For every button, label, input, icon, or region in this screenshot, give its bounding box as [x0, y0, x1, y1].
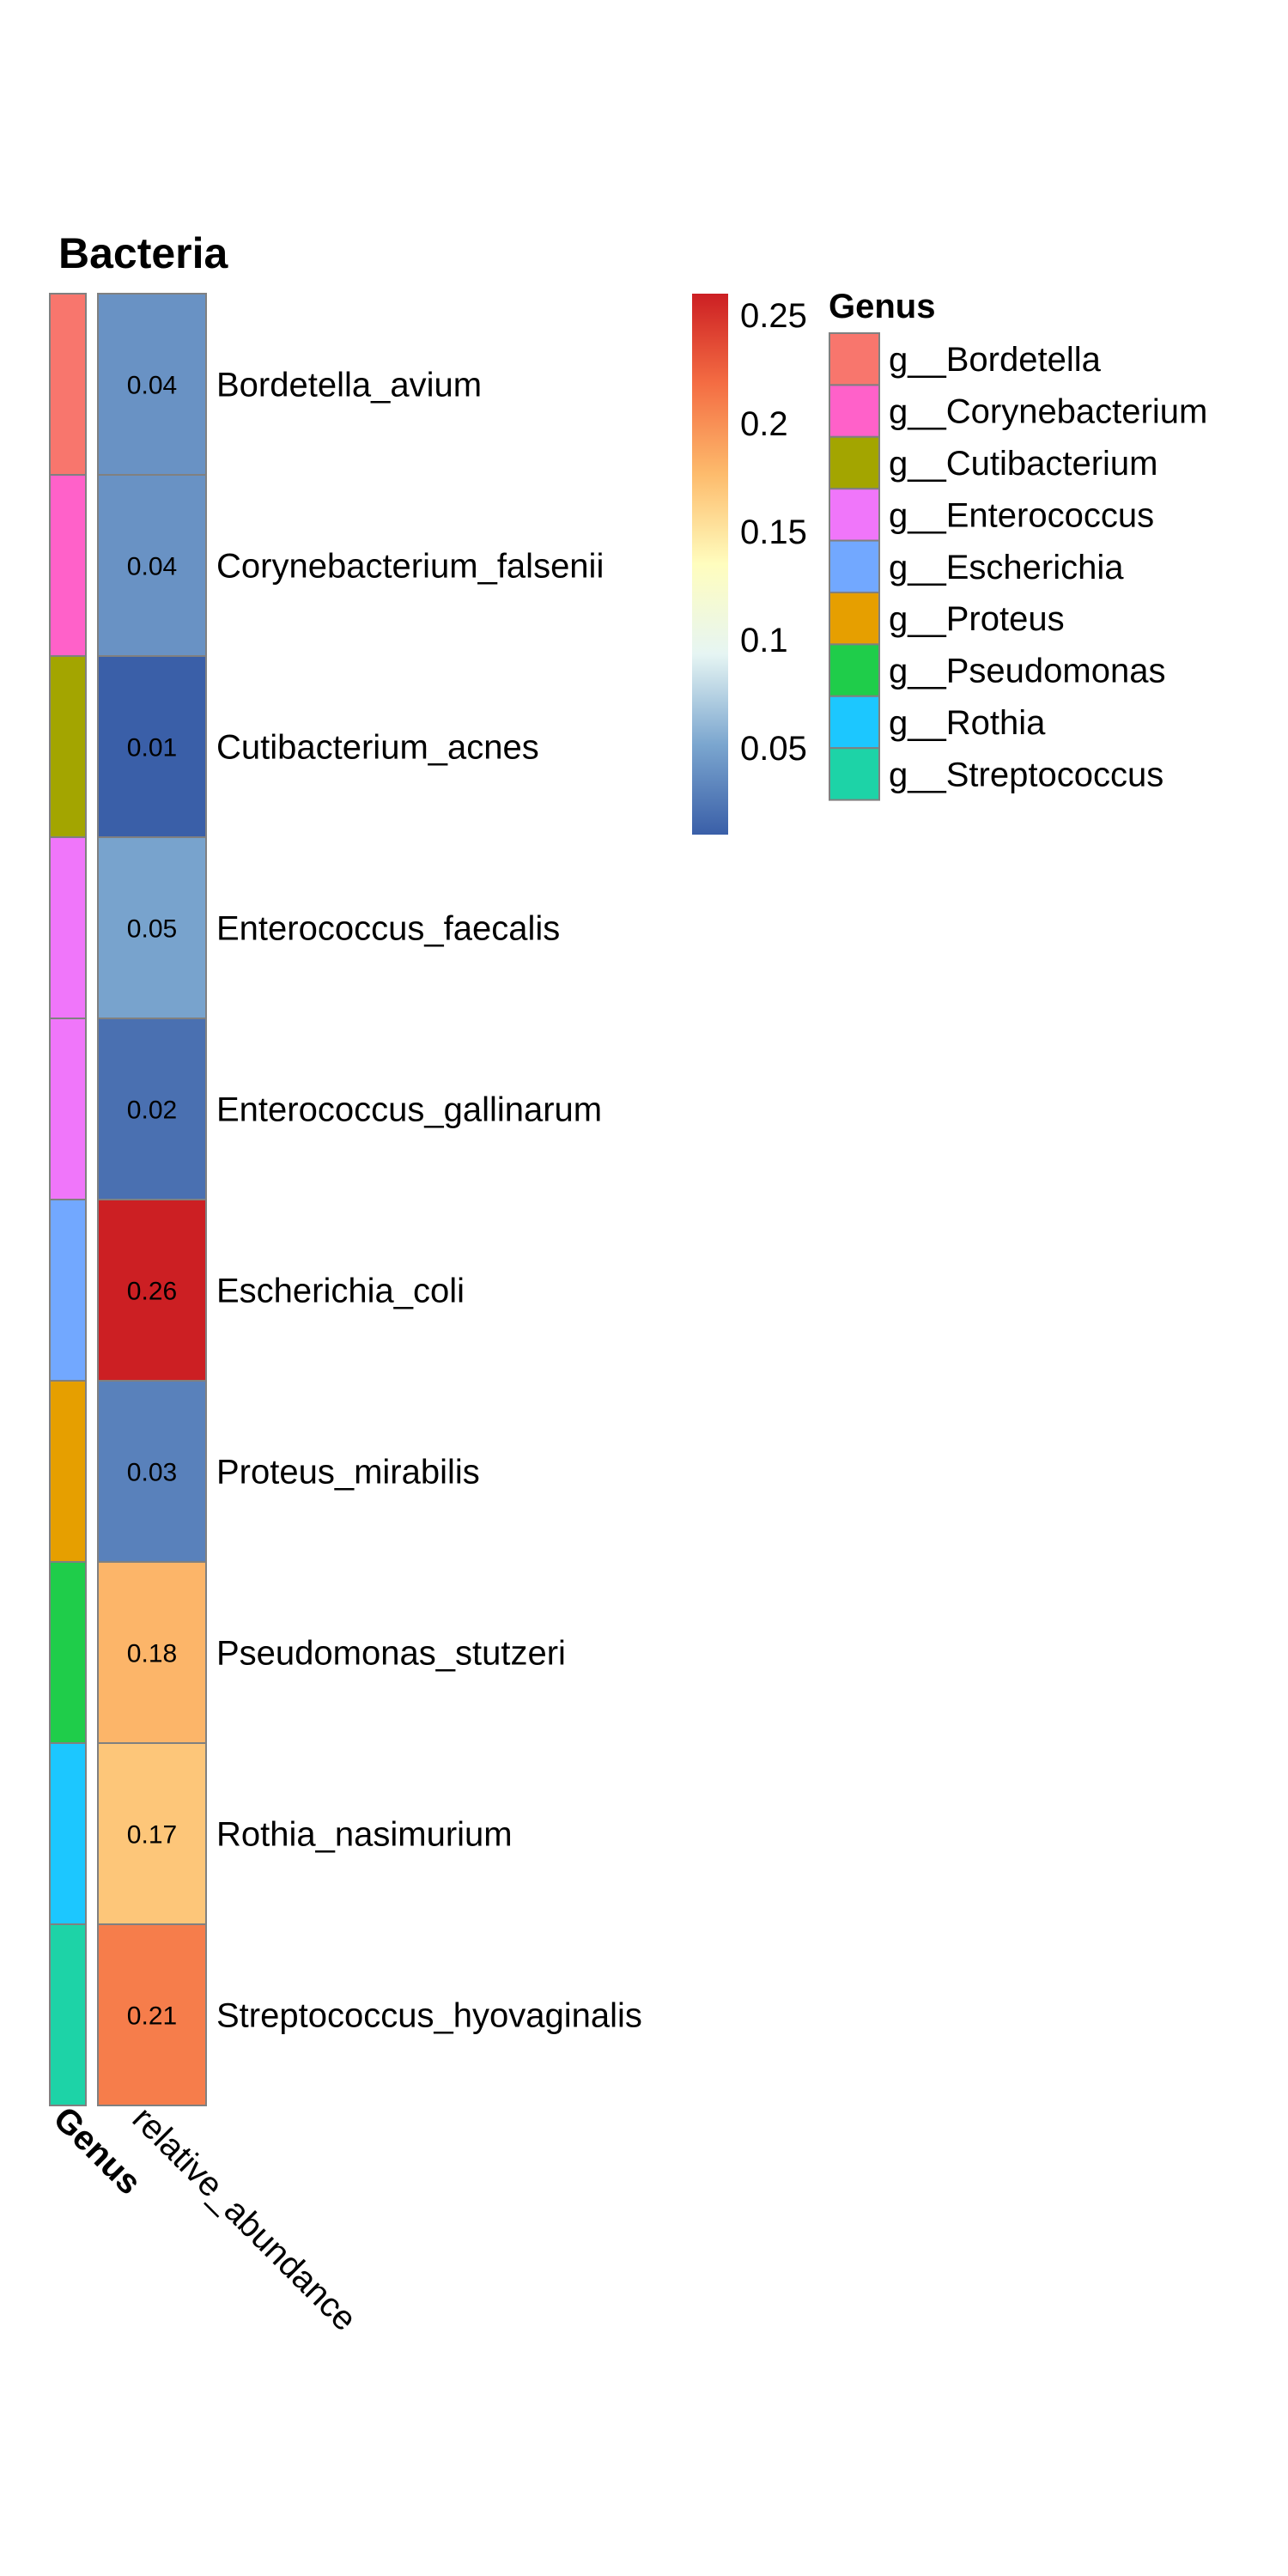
genus-annotation-column: [49, 293, 87, 2106]
heatmap-cell: [97, 1923, 207, 2106]
genus-legend-label: g__Bordetella: [889, 341, 1102, 379]
genus-legend-swatch: [829, 384, 880, 438]
color-scale-ticks: 0.05 0.1 0.15 0.2 0.25: [740, 297, 807, 768]
row-label: Enterococcus_gallinarum: [216, 1091, 602, 1129]
row-label: Escherichia_coli: [216, 1273, 465, 1310]
genus-cell: [49, 474, 87, 657]
heatmap-cell: [97, 1561, 207, 1744]
genus-legend-label: g__Rothia: [889, 704, 1046, 742]
cell-value-label: 0.21: [127, 2002, 177, 2031]
genus-cell: [49, 1018, 87, 1200]
heatmap-cell: [97, 474, 207, 657]
cell-value-label: 0.17: [127, 1821, 177, 1850]
genus-legend-label: g__Proteus: [889, 600, 1065, 638]
row-label: Cutibacterium_acnes: [216, 729, 539, 767]
row-label: Proteus_mirabilis: [216, 1454, 480, 1492]
row-label: Enterococcus_faecalis: [216, 910, 560, 948]
genus-legend-swatch: [829, 539, 880, 593]
cell-value-labels: 0.04 0.04 0.01 0.05 0.02 0.26 0.03 0.18 0.17 0.21: [127, 372, 177, 2031]
genus-legend-label: g__Cutibacterium: [889, 445, 1158, 483]
row-label: Bordetella_avium: [216, 367, 482, 404]
chart-title: Bacteria: [58, 229, 229, 277]
color-scale-tick-label: 0.1: [740, 622, 788, 659]
genus-legend-swatch: [829, 643, 880, 697]
genus-legend-swatch: [829, 435, 880, 490]
genus-legend-swatch: [829, 747, 880, 801]
row-labels: Bordetella_avium Corynebacterium_falsenii…: [216, 367, 642, 2035]
cell-value-label: 0.04: [127, 553, 177, 581]
row-label: Streptococcus_hyovaginalis: [216, 1997, 642, 2035]
genus-legend-swatch: [829, 488, 880, 542]
color-scale-tick-label: 0.25: [740, 297, 807, 335]
genus-cell: [49, 836, 87, 1019]
genus-legend: g__Bordetella g__Corynebacterium g__Cutiba…: [829, 332, 1207, 801]
genus-legend-label: g__Enterococcus: [889, 496, 1154, 534]
genus-legend-swatch: [829, 695, 880, 750]
genus-legend-title: Genus: [829, 288, 935, 325]
color-scale-tick-label: 0.05: [740, 730, 807, 768]
genus-cell: [49, 1923, 87, 2106]
row-label: Rothia_nasimurium: [216, 1816, 513, 1854]
cell-value-label: 0.03: [127, 1459, 177, 1487]
cell-value-label: 0.18: [127, 1640, 177, 1668]
heatmap-cell: [97, 1018, 207, 1200]
genus-cell: [49, 1380, 87, 1563]
genus-cell: [49, 1199, 87, 1382]
genus-legend-label: g__Pseudomonas: [889, 653, 1165, 690]
genus-legend-label: g__Corynebacterium: [889, 393, 1207, 431]
genus-legend-label: g__Streptococcus: [889, 756, 1163, 793]
row-label: Pseudomonas_stutzeri: [216, 1635, 566, 1673]
cell-value-label: 0.04: [127, 372, 177, 400]
heatmap-cell: [97, 1199, 207, 1382]
heatmap-cell: [97, 836, 207, 1019]
color-scale-tick-label: 0.2: [740, 405, 788, 443]
cell-value-label: 0.02: [127, 1097, 177, 1125]
genus-cell: [49, 1561, 87, 1744]
cell-value-label: 0.05: [127, 915, 177, 944]
genus-cell: [49, 655, 87, 838]
cell-value-label: 0.26: [127, 1278, 177, 1306]
column-label-genus: Genus: [46, 2099, 149, 2202]
genus-legend-label: g__Escherichia: [889, 549, 1124, 586]
genus-legend-swatch: [829, 332, 880, 386]
row-label: Corynebacterium_falsenii: [216, 548, 604, 586]
color-scale-tick-label: 0.15: [740, 513, 807, 551]
genus-cell: [49, 1742, 87, 1925]
heatmap-cell: [97, 293, 207, 476]
color-scale-bar: [692, 294, 728, 835]
column-label-relative-abundance: relative_abundance: [125, 2099, 364, 2338]
cell-value-label: 0.01: [127, 734, 177, 762]
relative-abundance-column: [97, 293, 207, 2106]
genus-legend-swatch: [829, 592, 880, 646]
genus-cell: [49, 293, 87, 476]
heatmap-cell: [97, 655, 207, 838]
